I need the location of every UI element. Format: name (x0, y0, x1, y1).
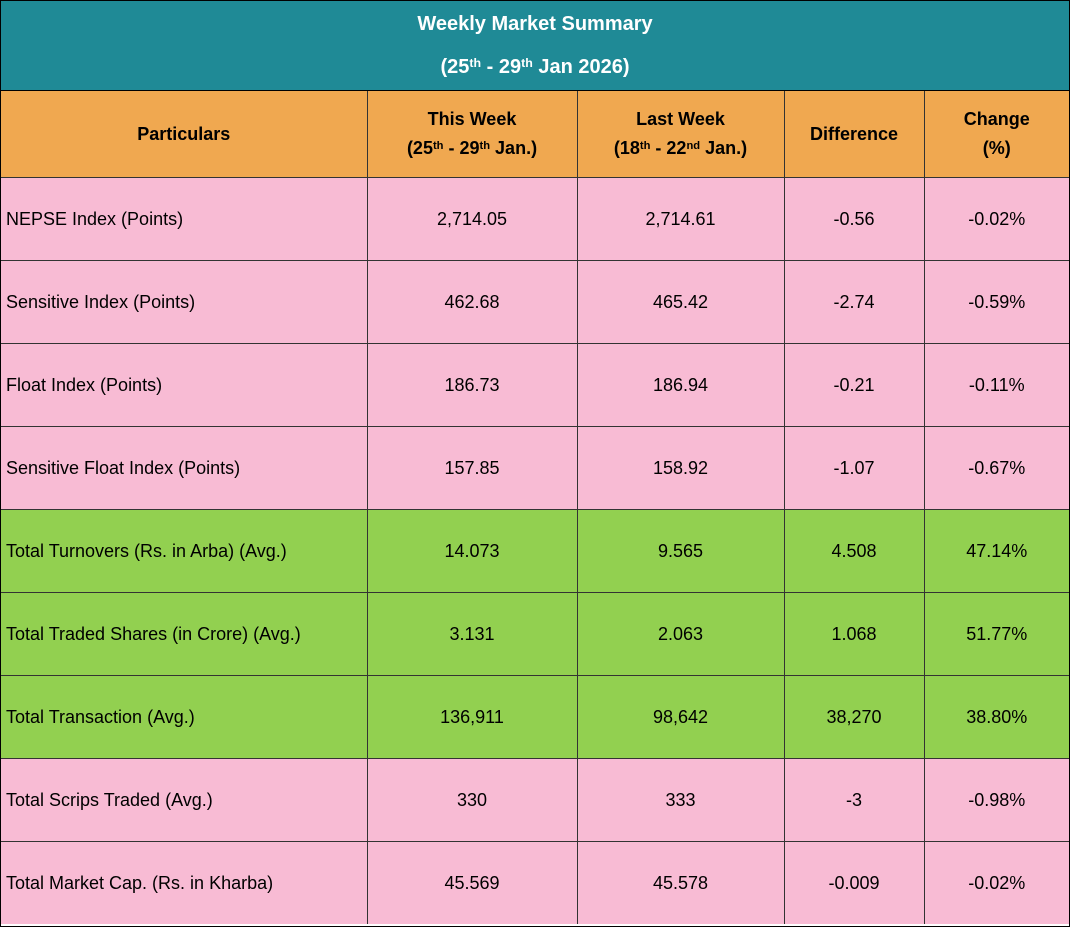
summary-title: Weekly Market Summary (417, 12, 653, 35)
cell-change: -0.98% (923, 758, 1069, 842)
range-end: - 29 (481, 55, 522, 78)
cell-this-week: 136,911 (366, 675, 578, 759)
tw-end: - 29 (443, 138, 480, 158)
cell-particular: Total Turnovers (Rs. in Arba) (Avg.) (1, 509, 368, 593)
table-row: Total Transaction (Avg.) 136,911 98,642 … (1, 675, 1069, 759)
cell-last-week: 98,642 (576, 675, 785, 759)
cell-particular: Sensitive Index (Points) (1, 260, 368, 344)
cell-difference: 38,270 (783, 675, 925, 759)
cell-change: -0.59% (923, 260, 1069, 344)
table-row: Float Index (Points) 186.73 186.94 -0.21… (1, 343, 1069, 427)
cell-difference: -2.74 (783, 260, 925, 344)
tw-start-suffix: th (432, 139, 444, 152)
cell-particular: Total Traded Shares (in Crore) (Avg.) (1, 592, 368, 676)
cell-this-week: 45.569 (366, 841, 578, 924)
cell-difference: -3 (783, 758, 925, 842)
cell-particular: Total Market Cap. (Rs. in Kharba) (1, 841, 368, 924)
range-start: (25 (440, 55, 470, 78)
tw-start: (25 (406, 138, 433, 158)
cell-particular: NEPSE Index (Points) (1, 177, 368, 261)
lw-month: Jan.) (700, 138, 748, 158)
cell-change: -0.02% (923, 841, 1069, 924)
table-row: Total Traded Shares (in Crore) (Avg.) 3.… (1, 592, 1069, 676)
range-end-suffix: th (521, 55, 533, 70)
header-last-week-dates: (18th - 22nd Jan.) (578, 134, 784, 163)
cell-last-week: 186.94 (576, 343, 785, 427)
cell-particular: Float Index (Points) (1, 343, 368, 427)
cell-last-week: 158.92 (576, 426, 785, 510)
cell-this-week: 157.85 (366, 426, 578, 510)
cell-this-week: 462.68 (366, 260, 578, 344)
cell-last-week: 9.565 (576, 509, 785, 593)
table-body: NEPSE Index (Points) 2,714.05 2,714.61 -… (1, 177, 1069, 924)
cell-change: 51.77% (923, 592, 1069, 676)
cell-this-week: 2,714.05 (366, 177, 578, 261)
header-this-week-dates: (25th - 29th Jan.) (368, 134, 577, 163)
cell-change: 47.14% (923, 509, 1069, 593)
cell-difference: -0.56 (783, 177, 925, 261)
cell-last-week: 2,714.61 (576, 177, 785, 261)
header-this-week: This Week (25th - 29th Jan.) (366, 91, 578, 178)
table-row: Sensitive Index (Points) 462.68 465.42 -… (1, 260, 1069, 344)
lw-start: (18 (613, 138, 640, 158)
cell-this-week: 14.073 (366, 509, 578, 593)
cell-change: 38.80% (923, 675, 1069, 759)
cell-difference: -1.07 (783, 426, 925, 510)
lw-end-suffix: nd (686, 139, 701, 152)
cell-difference: -0.009 (783, 841, 925, 924)
lw-start-suffix: th (639, 139, 651, 152)
cell-particular: Sensitive Float Index (Points) (1, 426, 368, 510)
range-month-year: Jan 2026) (532, 55, 630, 78)
title-band: Weekly Market Summary (25th - 29th Jan 2… (1, 1, 1069, 91)
range-start-suffix: th (469, 55, 482, 70)
table-header-row: Particulars This Week (25th - 29th Jan.)… (1, 91, 1069, 178)
table-row: NEPSE Index (Points) 2,714.05 2,714.61 -… (1, 177, 1069, 261)
header-particulars: Particulars (1, 91, 368, 178)
cell-this-week: 3.131 (366, 592, 578, 676)
header-last-week: Last Week (18th - 22nd Jan.) (576, 91, 785, 178)
lw-end: - 22 (650, 138, 687, 158)
cell-change: -0.67% (923, 426, 1069, 510)
cell-this-week: 186.73 (366, 343, 578, 427)
cell-difference: 4.508 (783, 509, 925, 593)
header-last-week-label: Last Week (636, 109, 725, 130)
table-row: Sensitive Float Index (Points) 157.85 15… (1, 426, 1069, 510)
header-change-label: Change (963, 109, 1030, 130)
summary-date-range: (25th - 29th Jan 2026) (440, 56, 629, 79)
cell-last-week: 465.42 (576, 260, 785, 344)
cell-difference: 1.068 (783, 592, 925, 676)
cell-difference: -0.21 (783, 343, 925, 427)
summary-table: Particulars This Week (25th - 29th Jan.)… (1, 91, 1069, 924)
table-row: Total Turnovers (Rs. in Arba) (Avg.) 14.… (1, 509, 1069, 593)
table-row: Total Scrips Traded (Avg.) 330 333 -3 -0… (1, 758, 1069, 842)
header-change-unit: (%) (982, 138, 1011, 158)
tw-end-suffix: th (479, 139, 491, 152)
cell-particular: Total Scrips Traded (Avg.) (1, 758, 368, 842)
cell-change: -0.11% (923, 343, 1069, 427)
cell-particular: Total Transaction (Avg.) (1, 675, 368, 759)
header-change: Change (%) (923, 91, 1069, 178)
table-row: Total Market Cap. (Rs. in Kharba) 45.569… (1, 841, 1069, 924)
cell-last-week: 333 (576, 758, 785, 842)
cell-this-week: 330 (366, 758, 578, 842)
cell-last-week: 2.063 (576, 592, 785, 676)
header-this-week-label: This Week (427, 109, 517, 130)
cell-change: -0.02% (923, 177, 1069, 261)
tw-month: Jan.) (490, 138, 538, 158)
cell-last-week: 45.578 (576, 841, 785, 924)
header-difference: Difference (783, 91, 925, 178)
